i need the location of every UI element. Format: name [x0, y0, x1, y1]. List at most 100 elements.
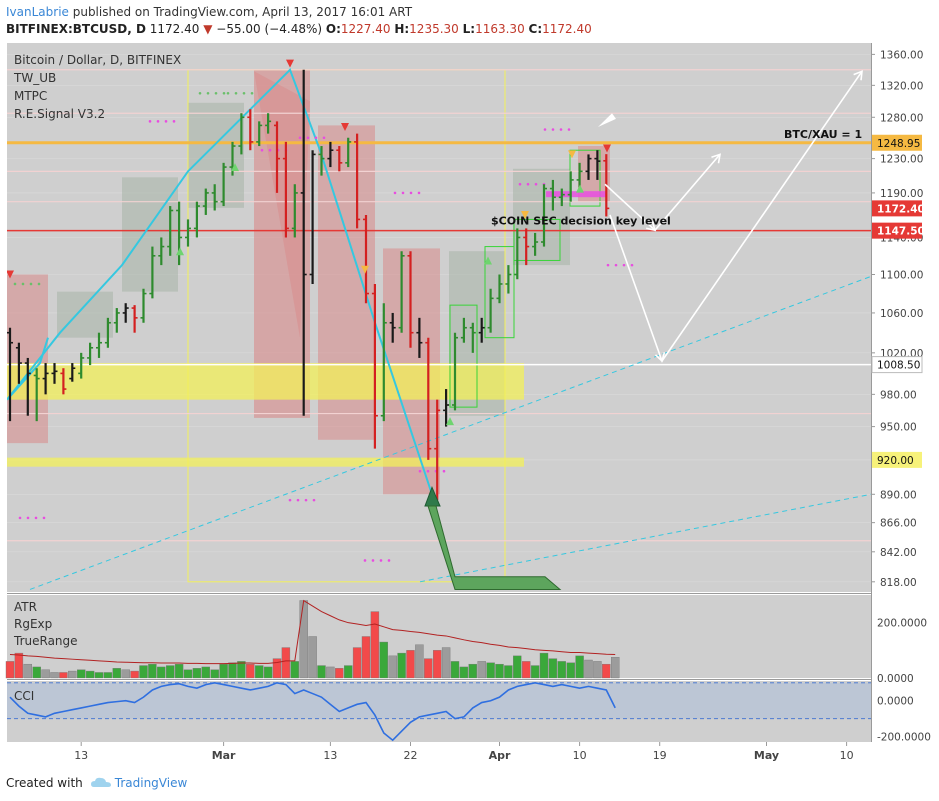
created-with-text: Created with: [6, 776, 83, 790]
true-range-bar: [459, 666, 469, 679]
true-range-bar: [352, 647, 362, 679]
signal-dot: [534, 182, 538, 186]
true-range-bar: [397, 652, 406, 679]
atr-legend-entry: TrueRange: [13, 634, 78, 648]
callout-arrow: [427, 505, 562, 590]
true-range-bar: [593, 661, 602, 679]
true-range-bar: [299, 600, 308, 679]
atr-tick-label: 200.0000: [877, 618, 927, 630]
signal-dot: [526, 182, 530, 186]
true-range-bar: [32, 666, 41, 679]
signal-dot: [37, 282, 41, 286]
signal-dot: [226, 91, 230, 95]
signal-dot: [418, 469, 422, 473]
x-tick-label: 19: [653, 749, 667, 762]
price-change: −55.00 (−4.48%): [216, 22, 323, 36]
true-range-bar: [219, 663, 228, 679]
signal-dot: [296, 498, 300, 502]
arrowhead-icon: [711, 153, 722, 164]
y-tick-label: 950.00: [880, 422, 917, 434]
true-range-bar: [361, 636, 371, 679]
signal-dot: [401, 191, 405, 195]
close-value: 1172.40: [542, 22, 592, 36]
signal-dot: [322, 136, 326, 140]
true-range-bar: [94, 672, 104, 679]
true-range-bar: [183, 669, 193, 679]
signal-dot: [518, 182, 522, 186]
signal-dot: [314, 136, 318, 140]
true-range-bar: [290, 661, 299, 679]
signal-dot: [387, 559, 391, 562]
true-range-bar: [68, 670, 77, 679]
true-range-bar: [450, 661, 460, 679]
author-link[interactable]: IvanLabrie: [6, 5, 69, 19]
signal-dot: [306, 136, 310, 140]
signal-dot: [288, 498, 292, 502]
signal-dot: [417, 191, 421, 195]
cci-line: [9, 681, 616, 742]
true-range-bar: [433, 650, 442, 679]
true-range-bar: [504, 665, 513, 679]
true-range-bar: [148, 663, 157, 679]
signal-dot: [234, 91, 238, 95]
price-tag: [871, 356, 923, 374]
signal-up-icon: [231, 163, 239, 172]
atr-tick-label: 0.0000: [877, 673, 914, 685]
true-range-bar: [59, 672, 68, 679]
signal-down-icon: [7, 270, 14, 279]
atr-legend-entry: ATR: [14, 600, 37, 614]
true-range-bar: [281, 647, 291, 679]
signal-down-icon: [568, 150, 576, 159]
true-range-bar: [495, 663, 504, 679]
btc-xau-label: BTC/XAU = 1: [784, 128, 862, 141]
signal-dot: [42, 516, 46, 520]
x-tick-label: 22: [404, 749, 418, 762]
bull-zone-box: [57, 291, 113, 338]
tradingview-link[interactable]: TradingView: [114, 776, 188, 790]
price-chart[interactable]: BTC/XAU = 1$COIN SEC decision key levelB…: [0, 40, 939, 770]
true-range-bar: [335, 668, 344, 679]
signal-dot: [304, 498, 308, 502]
bear-triangle: [254, 71, 310, 338]
y-tick-label: 980.00: [880, 389, 917, 401]
cci-tick-label: -200.0000: [877, 732, 931, 744]
trendline: [29, 275, 871, 590]
atr-legend-entry: RgExp: [14, 617, 52, 631]
high-label: H:: [394, 22, 410, 36]
true-range-bar: [522, 661, 531, 679]
x-tick-label: May: [754, 749, 779, 762]
true-range-bar: [415, 644, 424, 679]
true-range-bar: [263, 666, 273, 679]
signal-up-icon: [176, 247, 184, 256]
signal-up-icon: [576, 184, 584, 193]
y-tick-label: 1060.00: [880, 308, 923, 320]
true-range-bar: [201, 666, 211, 679]
x-tick-label: 10: [573, 749, 587, 762]
signal-box: [513, 218, 561, 261]
footer: Created with TradingView: [6, 776, 187, 790]
true-range-bar: [85, 670, 95, 679]
open-label: O:: [325, 22, 341, 36]
price-tag-label: 1008.50: [877, 360, 920, 372]
y-tick-label: 890.00: [880, 489, 917, 501]
ohlc-header: BITFINEX:BTCUSD, D 1172.40 ▼ −55.00 (−4.…: [6, 22, 592, 36]
signal-dot: [214, 91, 218, 95]
cci-legend-entry: CCI: [14, 689, 34, 703]
cci-tick-label: 0.0000: [877, 696, 914, 708]
true-range-bar: [575, 655, 584, 679]
swing-path: [7, 337, 49, 401]
open-value: 1227.40: [340, 22, 391, 36]
true-range-bar: [139, 665, 148, 679]
signal-dot: [606, 263, 610, 267]
true-range-bar: [602, 663, 611, 679]
true-range-bar: [210, 669, 219, 679]
true-range-bar: [317, 665, 326, 679]
bull-zone-box: [122, 177, 178, 292]
true-range-bar: [539, 652, 549, 679]
signal-dot: [559, 128, 563, 131]
signal-dot: [442, 469, 446, 473]
signal-up-icon: [484, 256, 492, 265]
true-range-bar: [308, 636, 317, 679]
trendline: [419, 493, 871, 583]
price-tag-label: 1172.40: [877, 203, 925, 215]
